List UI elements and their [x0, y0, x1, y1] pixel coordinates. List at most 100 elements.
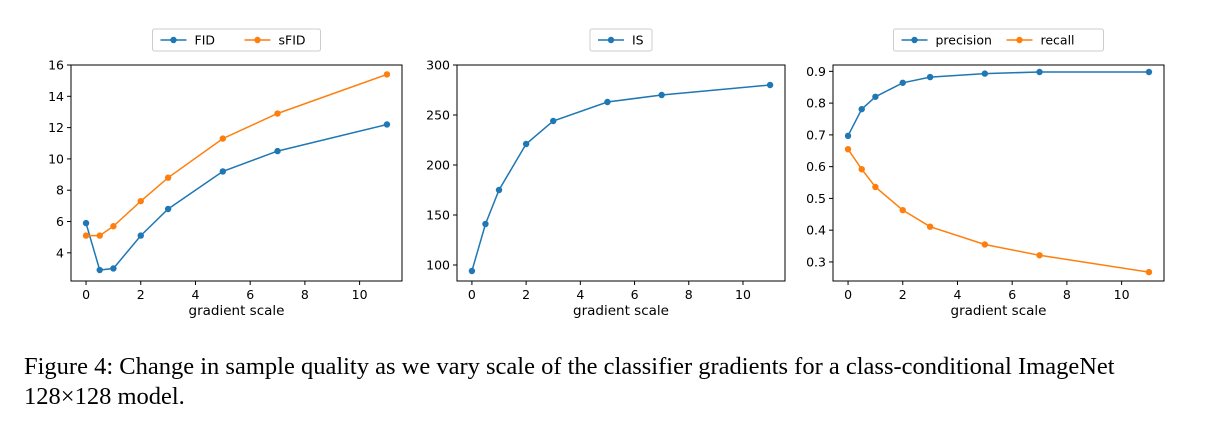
data-point-recall	[844, 145, 852, 153]
plot-frame	[70, 64, 403, 282]
x-tick-label: 10	[352, 287, 368, 302]
y-tick-label: 100	[426, 258, 450, 273]
y-tick-label: 4	[56, 245, 64, 260]
data-point-FID	[383, 121, 391, 128]
series-line-precision	[847, 71, 1149, 137]
series-line-recall	[847, 148, 1150, 273]
y-tick-label: 0.8	[806, 96, 826, 111]
legend-marker-FID	[170, 36, 177, 44]
series-line-sFID	[86, 73, 388, 237]
legend: precision recall	[893, 28, 1104, 52]
x-tick-label: 8	[685, 287, 693, 302]
data-point-sFID	[383, 71, 391, 78]
data-point-FID	[82, 219, 90, 227]
x-tick-label: 6	[1008, 287, 1016, 302]
x-axis-label: gradient scale	[189, 303, 285, 319]
data-point-recall	[1145, 268, 1153, 276]
x-tick-label: 8	[301, 287, 309, 302]
y-tick-label: 0.3	[806, 254, 826, 269]
y-tick-label: 16	[48, 58, 64, 73]
chart-1: 0 2 4 6 8 10 4 6 8 10 12 14 16 gradient scale FID sFID	[48, 28, 403, 319]
data-point-IS	[522, 140, 530, 148]
x-axis-label: gradient scale	[951, 303, 1047, 319]
y-tick-label: 0.5	[806, 191, 826, 206]
x-tick-label: 4	[953, 287, 961, 302]
y-tick-label: 150	[426, 208, 450, 223]
data-point-IS	[550, 117, 557, 125]
data-point-precision	[858, 105, 865, 113]
y-tick-label: 0.6	[806, 159, 826, 174]
data-point-precision	[1145, 68, 1153, 76]
data-point-sFID	[164, 174, 172, 181]
data-point-sFID	[274, 110, 281, 117]
data-point-FID	[219, 168, 227, 175]
data-point-FID	[137, 232, 144, 239]
x-tick-label: 2	[522, 287, 530, 302]
y-tick-label: 0.4	[806, 223, 826, 238]
data-point-IS	[468, 267, 476, 275]
data-point-IS	[766, 81, 774, 89]
y-tick-label: 14	[48, 89, 64, 104]
x-tick-label: 2	[899, 287, 907, 302]
x-axis-label: gradient scale	[573, 303, 669, 319]
data-point-IS	[658, 91, 665, 99]
y-tick-label: 200	[426, 158, 450, 173]
legend: IS	[589, 28, 653, 52]
chart-2: 0 2 4 6 8 10 100 150 200 250 300 gradient scale IS	[426, 28, 786, 319]
legend: FID sFID	[152, 28, 321, 52]
data-point-precision	[844, 132, 852, 140]
data-point-recall	[872, 183, 879, 191]
legend-box	[152, 28, 321, 52]
x-tick-label: 10	[735, 287, 751, 302]
legend-marker-sFID	[254, 36, 261, 44]
legend-label-IS: IS	[632, 33, 644, 48]
plot-frame	[832, 64, 1165, 282]
legend-label-sFID: sFID	[279, 33, 306, 48]
x-tick-label: 6	[246, 287, 254, 302]
data-point-precision	[981, 70, 989, 77]
data-point-recall	[981, 241, 989, 248]
legend-box	[893, 28, 1104, 52]
legend-marker-precision	[911, 36, 918, 44]
data-point-recall	[1036, 252, 1043, 259]
y-tick-label: 300	[426, 58, 450, 73]
x-tick-label: 8	[1063, 287, 1071, 302]
data-point-precision	[899, 79, 906, 86]
legend-label-precision: precision	[936, 33, 992, 48]
y-tick-label: 0.7	[806, 127, 826, 142]
y-tick-label: 250	[426, 108, 450, 123]
data-point-recall	[899, 206, 906, 214]
data-point-FID	[96, 266, 103, 274]
x-tick-label: 4	[191, 287, 199, 302]
figure-caption: Figure 4: Change in sample quality as we…	[24, 353, 1115, 410]
y-tick-label: 6	[56, 214, 64, 229]
legend-label-recall: recall	[1041, 33, 1075, 48]
x-tick-label: 0	[82, 287, 90, 302]
series-line-FID	[85, 123, 388, 271]
data-point-sFID	[110, 223, 117, 230]
x-tick-label: 6	[631, 287, 639, 302]
legend-marker-recall	[1016, 36, 1023, 44]
data-point-sFID	[96, 232, 103, 239]
data-point-precision	[872, 93, 879, 100]
data-point-precision	[1036, 68, 1043, 76]
legend-marker-IS	[607, 36, 615, 44]
data-point-sFID	[137, 197, 144, 205]
x-tick-label: 2	[137, 287, 145, 302]
x-tick-label: 0	[468, 287, 476, 302]
data-point-FID	[110, 265, 117, 272]
data-point-recall	[926, 223, 934, 230]
chart-3: 0 2 4 6 8 10 0.3 0.4 0.5 0.6 0.7 0.8 0.9 gradient sca…	[806, 28, 1165, 319]
data-point-FID	[274, 147, 281, 155]
y-tick-label: 12	[48, 120, 64, 135]
y-tick-label: 10	[48, 151, 64, 166]
x-tick-label: 10	[1114, 287, 1130, 302]
x-tick-label: 0	[844, 287, 852, 302]
data-point-sFID	[82, 232, 90, 239]
data-point-recall	[858, 165, 865, 173]
y-tick-label: 8	[56, 183, 64, 198]
legend-label-FID: FID	[195, 33, 216, 48]
data-point-sFID	[219, 135, 227, 142]
data-point-IS	[482, 220, 489, 228]
